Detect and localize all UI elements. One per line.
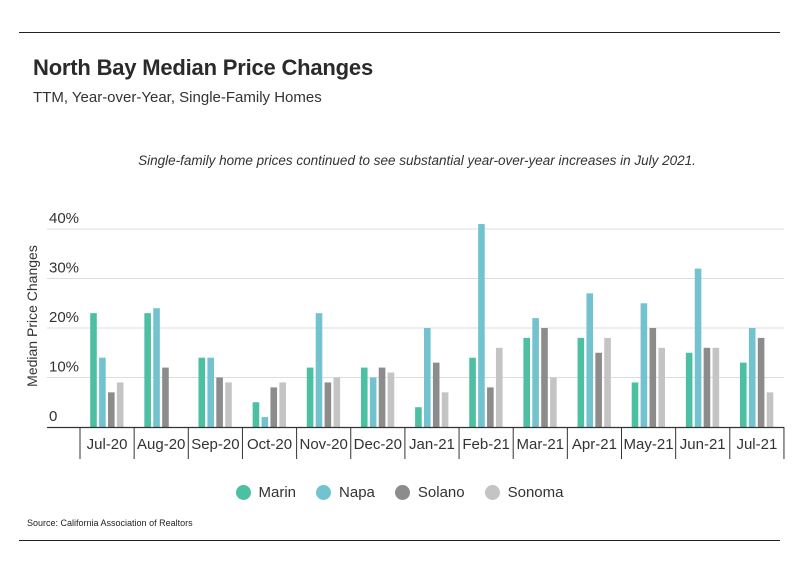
legend-item-napa: Napa bbox=[316, 484, 375, 501]
x-tick-label: Jan-21 bbox=[409, 436, 455, 453]
bar-solano-jan-21 bbox=[432, 362, 440, 427]
legend-label: Napa bbox=[339, 484, 375, 501]
bar-sonoma-nov-20 bbox=[333, 377, 341, 427]
x-tick-label: Mar-21 bbox=[517, 436, 565, 453]
legend-label: Solano bbox=[417, 484, 465, 501]
bar-sonoma-dec-20 bbox=[387, 372, 395, 427]
chart-title: North Bay Median Price Changes bbox=[33, 55, 373, 80]
x-tick-label: Dec-20 bbox=[354, 436, 402, 453]
bar-marin-jul-21 bbox=[740, 362, 747, 427]
y-tick-label: 20% bbox=[49, 309, 79, 326]
legend-item-sonoma: Sonoma bbox=[484, 484, 564, 501]
x-tick-label: Jul-20 bbox=[87, 436, 128, 453]
y-tick-label: 0 bbox=[49, 408, 57, 425]
x-tick-label: Oct-20 bbox=[247, 436, 292, 453]
legend-swatch bbox=[484, 485, 500, 500]
bar-solano-aug-20 bbox=[162, 367, 169, 427]
y-tick-label: 30% bbox=[49, 260, 79, 277]
bar-napa-mar-21 bbox=[532, 318, 539, 427]
bar-marin-dec-20 bbox=[360, 367, 368, 427]
bar-napa-apr-21 bbox=[586, 293, 594, 427]
bar-sonoma-mar-21 bbox=[550, 377, 557, 427]
legend-label: Marin bbox=[258, 484, 297, 501]
bar-napa-jul-20 bbox=[99, 357, 106, 427]
bar-marin-may-21 bbox=[631, 382, 639, 427]
bar-marin-jul-20 bbox=[90, 313, 97, 427]
bar-napa-oct-20 bbox=[261, 417, 269, 427]
bar-solano-may-21 bbox=[649, 328, 657, 427]
y-tick-label: 40% bbox=[49, 210, 79, 227]
chart-annotation: Single-family home prices continued to s… bbox=[138, 153, 696, 168]
bar-solano-oct-20 bbox=[270, 387, 278, 427]
legend-swatch bbox=[235, 485, 251, 500]
bar-napa-jun-21 bbox=[694, 268, 702, 427]
bar-marin-jan-21 bbox=[415, 407, 422, 427]
bar-solano-jun-21 bbox=[703, 347, 711, 427]
bar-solano-mar-21 bbox=[541, 328, 548, 427]
legend-item-marin: Marin bbox=[235, 484, 297, 501]
x-tick-label: Jun-21 bbox=[680, 436, 726, 453]
bottom-rule bbox=[19, 540, 780, 541]
bar-sonoma-may-21 bbox=[658, 347, 665, 427]
bar-solano-jul-21 bbox=[757, 337, 765, 427]
top-rule bbox=[19, 32, 780, 33]
bar-marin-oct-20 bbox=[252, 402, 260, 427]
x-tick-label: Sep-20 bbox=[191, 436, 239, 453]
x-tick-label: Jul-21 bbox=[736, 436, 777, 453]
bar-sonoma-jul-21 bbox=[766, 392, 774, 427]
legend-item-solano: Solano bbox=[394, 484, 465, 501]
legend-label: Sonoma bbox=[507, 484, 564, 501]
bar-sonoma-jul-20 bbox=[116, 382, 124, 427]
bar-marin-aug-20 bbox=[144, 313, 151, 427]
bar-sonoma-sep-20 bbox=[225, 382, 232, 427]
legend-swatch bbox=[394, 485, 410, 500]
bar-marin-mar-21 bbox=[523, 337, 530, 427]
bar-marin-sep-20 bbox=[198, 357, 206, 427]
bar-solano-feb-21 bbox=[487, 387, 494, 427]
bar-sonoma-jun-21 bbox=[712, 347, 720, 427]
chart-subtitle: TTM, Year-over-Year, Single-Family Homes bbox=[33, 89, 322, 106]
y-tick-label: 10% bbox=[49, 359, 79, 376]
bar-napa-jan-21 bbox=[424, 328, 431, 427]
source-note: Source: California Association of Realto… bbox=[27, 518, 193, 528]
x-tick-label: May-21 bbox=[624, 436, 674, 453]
x-tick-label: Feb-21 bbox=[462, 436, 510, 453]
bar-solano-dec-20 bbox=[378, 367, 386, 427]
x-tick-label: Aug-20 bbox=[137, 436, 185, 453]
bar-napa-feb-21 bbox=[478, 224, 485, 427]
x-tick-label: Apr-21 bbox=[572, 436, 617, 453]
bar-marin-feb-21 bbox=[469, 357, 476, 427]
bar-napa-nov-20 bbox=[315, 313, 323, 427]
bar-napa-jul-21 bbox=[748, 328, 756, 427]
bar-napa-dec-20 bbox=[369, 377, 377, 427]
bar-sonoma-jan-21 bbox=[441, 392, 449, 427]
bar-napa-sep-20 bbox=[207, 357, 214, 427]
bar-sonoma-feb-21 bbox=[495, 347, 503, 427]
bar-marin-nov-20 bbox=[306, 367, 314, 427]
bar-solano-apr-21 bbox=[595, 352, 602, 427]
legend: Marin Napa Solano Sonoma bbox=[0, 484, 799, 501]
x-tick-label: Nov-20 bbox=[299, 436, 347, 453]
bar-napa-aug-20 bbox=[153, 308, 160, 427]
legend-swatch bbox=[316, 485, 332, 500]
bar-solano-jul-20 bbox=[108, 392, 115, 427]
bar-sonoma-apr-21 bbox=[604, 337, 611, 427]
bar-solano-sep-20 bbox=[216, 377, 223, 427]
bar-napa-may-21 bbox=[640, 303, 648, 427]
bar-solano-nov-20 bbox=[324, 382, 332, 427]
bar-marin-jun-21 bbox=[685, 352, 693, 427]
bar-marin-apr-21 bbox=[577, 337, 585, 427]
bar-sonoma-oct-20 bbox=[279, 382, 286, 427]
